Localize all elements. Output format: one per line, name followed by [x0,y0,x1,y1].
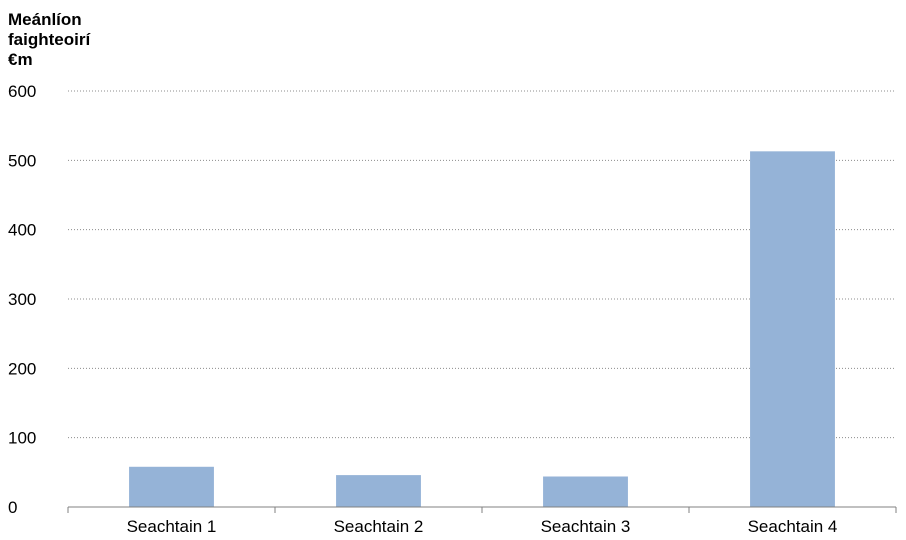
y-tick-label: 100 [8,429,36,448]
bar [750,151,835,507]
y-tick-label: 0 [8,498,17,517]
bar [543,476,628,507]
y-tick-label: 400 [8,221,36,240]
y-axis-title-line-3: €m [8,50,33,69]
y-axis-title-line-1: Meánlíon [8,10,82,29]
y-tick-label: 500 [8,151,36,170]
x-tick-label: Seachtain 3 [541,517,631,536]
x-tick-label: Seachtain 2 [334,517,424,536]
y-tick-label: 300 [8,290,36,309]
y-tick-label: 600 [8,82,36,101]
y-axis-title-line-2: faighteoirí [8,30,91,49]
x-tick-label: Seachtain 1 [127,517,217,536]
bar [336,475,421,507]
bar [129,466,214,507]
x-tick-label: Seachtain 4 [748,517,838,536]
y-axis-title: Meánlíon faighteoirí €m [8,10,128,70]
y-tick-label: 200 [8,359,36,378]
